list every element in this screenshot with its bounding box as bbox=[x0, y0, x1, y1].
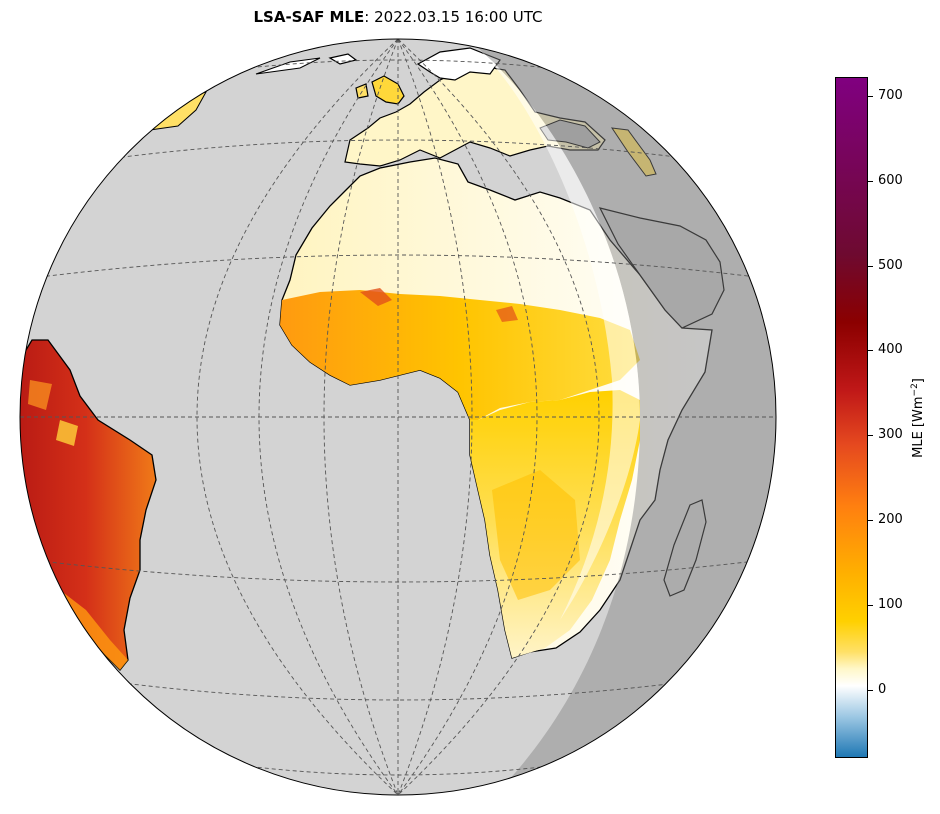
colorbar bbox=[835, 77, 868, 758]
colorbar-tick bbox=[868, 181, 873, 182]
sa-bright-patch-2 bbox=[28, 380, 52, 410]
southern-africa-green bbox=[492, 470, 580, 600]
colorbar-tick-label: 100 bbox=[878, 597, 903, 612]
colorbar-title: MLE [Wm−2] bbox=[910, 378, 926, 458]
graticule bbox=[20, 39, 776, 795]
colorbar-tick-label: 0 bbox=[878, 682, 887, 697]
europe-land bbox=[344, 65, 606, 167]
map-title: LSA-SAF MLE: 2022.03.15 16:00 UTC bbox=[0, 8, 796, 26]
arctic-land bbox=[255, 57, 321, 75]
twilight-band bbox=[478, 48, 640, 620]
colorbar-tick-label: 400 bbox=[878, 342, 903, 357]
night-shading bbox=[478, 40, 776, 795]
colorbar-tick-label: 300 bbox=[878, 427, 903, 442]
sahel-vegetation bbox=[280, 290, 640, 420]
sahel-hotspot bbox=[360, 288, 392, 306]
colorbar-tick-label: 600 bbox=[878, 173, 903, 188]
colorbar-tick bbox=[868, 605, 873, 606]
colorbar-title-exp: −2 bbox=[909, 383, 920, 397]
globe-map bbox=[19, 38, 777, 796]
sa-bright-patch bbox=[56, 420, 78, 446]
title-separator: : bbox=[364, 8, 370, 26]
globe-outline bbox=[19, 38, 777, 796]
colorbar-tick bbox=[868, 690, 873, 691]
sahel-hotspot-2 bbox=[496, 306, 518, 322]
sa-orange-coast bbox=[60, 590, 128, 670]
madagascar-land bbox=[663, 499, 707, 597]
colorbar-tick-label: 700 bbox=[878, 88, 903, 103]
britain-land bbox=[371, 75, 405, 105]
colorbar-tick bbox=[868, 266, 873, 267]
colorbar-tick bbox=[868, 520, 873, 521]
colorbar-title-end: ] bbox=[911, 378, 927, 384]
globe-body bbox=[20, 39, 776, 795]
title-datetime: 2022.03.15 16:00 UTC bbox=[374, 8, 543, 26]
arabia-land bbox=[598, 207, 725, 329]
colorbar-tick bbox=[868, 350, 873, 351]
colorbar-tick bbox=[868, 435, 873, 436]
title-product: LSA-SAF MLE bbox=[253, 8, 365, 26]
colorbar-tick-label: 500 bbox=[878, 258, 903, 273]
colorbar-title-text: MLE [Wm bbox=[911, 396, 927, 458]
colorbar-tick-label: 200 bbox=[878, 512, 903, 527]
colorbar-tick bbox=[868, 96, 873, 97]
